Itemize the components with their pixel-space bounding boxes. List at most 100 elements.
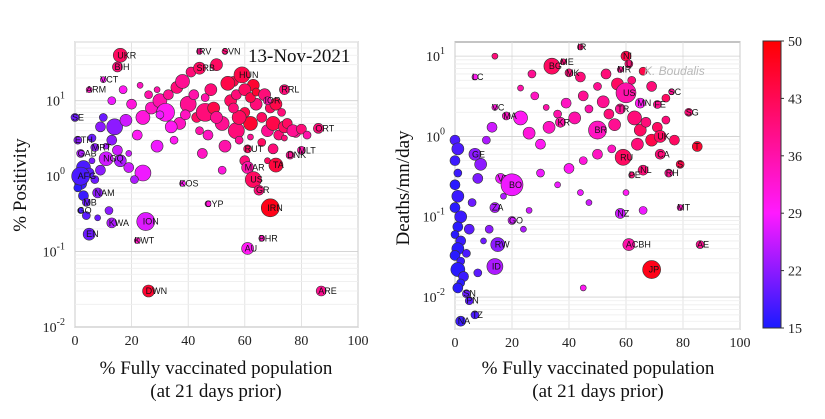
scatter-point bbox=[577, 90, 589, 102]
scatter-point bbox=[73, 135, 83, 145]
point-label: RW bbox=[495, 240, 510, 250]
scatter-point bbox=[112, 47, 128, 63]
x-axis-label-line1: % Fully vaccinated population bbox=[482, 358, 715, 379]
point-label: TR bbox=[617, 104, 629, 114]
scatter-point bbox=[133, 237, 141, 244]
point-label: S bbox=[677, 159, 683, 169]
scatter-point bbox=[95, 121, 106, 133]
scatter-point bbox=[188, 89, 200, 101]
scatter-point bbox=[180, 109, 191, 121]
scatter-point bbox=[221, 48, 229, 55]
x-tick-label: 20 bbox=[125, 334, 139, 349]
scatter-point bbox=[112, 145, 123, 156]
scatter-point bbox=[691, 141, 703, 152]
scatter-point bbox=[234, 135, 244, 145]
point-label: US bbox=[250, 175, 263, 185]
point-label: UK bbox=[657, 131, 670, 141]
scatter-point bbox=[76, 149, 85, 158]
scatter-point bbox=[134, 164, 152, 182]
scatter-point bbox=[92, 187, 103, 199]
scatter-point bbox=[596, 95, 610, 109]
colorbar-tick-label: 36 bbox=[788, 150, 802, 165]
scatter-point bbox=[449, 179, 461, 191]
scatter-point bbox=[555, 117, 566, 128]
scatter-point bbox=[637, 164, 649, 176]
point-label: SE bbox=[72, 112, 84, 122]
colorbar-tick-label: 29 bbox=[788, 207, 802, 222]
point-label: BR bbox=[595, 125, 608, 135]
scatter-point bbox=[634, 97, 646, 109]
scatter-point bbox=[90, 175, 100, 184]
scatter-point bbox=[135, 110, 151, 125]
scatter-point bbox=[484, 224, 494, 234]
point-label: SG bbox=[686, 107, 699, 117]
scatter-point bbox=[243, 144, 252, 154]
scatter-point bbox=[668, 88, 675, 96]
scatter-point bbox=[491, 52, 499, 60]
point-label: KOS bbox=[180, 178, 199, 188]
scatter-point bbox=[520, 225, 527, 233]
scatter-point bbox=[285, 150, 295, 160]
x-tick-label: 100 bbox=[730, 336, 751, 351]
point-label: BIH bbox=[114, 62, 129, 72]
point-label: KR bbox=[557, 117, 570, 127]
scatter-point bbox=[202, 129, 214, 141]
scatter-point bbox=[593, 82, 602, 91]
point-label: ME bbox=[560, 57, 574, 67]
scatter-point bbox=[631, 137, 644, 151]
x-tick-label: 80 bbox=[294, 334, 308, 349]
scatter-point bbox=[491, 104, 499, 111]
scatter-point bbox=[600, 68, 612, 80]
scatter-point bbox=[695, 240, 705, 249]
scatter-point bbox=[654, 148, 666, 160]
scatter-point bbox=[452, 221, 464, 233]
point-label: IRV bbox=[197, 46, 212, 56]
scatter-point bbox=[281, 134, 288, 142]
point-label: GO bbox=[509, 215, 523, 225]
scatter-point bbox=[100, 76, 107, 83]
scatter-point bbox=[136, 212, 156, 231]
point-label: DNK bbox=[287, 150, 306, 160]
x-tick-label: 100 bbox=[348, 334, 369, 349]
x-tick-label: 40 bbox=[181, 334, 195, 349]
y-axis-label: Deaths/mn/day bbox=[393, 130, 414, 246]
scatter-point bbox=[568, 111, 582, 125]
scatter-point bbox=[622, 238, 636, 251]
point-label: KWA bbox=[109, 218, 129, 228]
point-label: AE bbox=[697, 240, 709, 250]
scatter-point bbox=[638, 66, 648, 76]
point-label: ARM bbox=[86, 85, 106, 95]
scatter-point bbox=[244, 171, 262, 188]
scatter-point bbox=[210, 111, 223, 124]
point-label: ID bbox=[492, 262, 502, 272]
scatter-point bbox=[82, 211, 91, 220]
scatter-point bbox=[102, 142, 110, 150]
scatter-point bbox=[196, 48, 203, 55]
axis-ticks: 0 20 40 60 80 100 10-2 10-1 100 101 bbox=[423, 46, 751, 351]
y-tick-label: 10-1 bbox=[423, 207, 445, 226]
scatter-point bbox=[85, 86, 93, 93]
scatter-point bbox=[592, 148, 603, 160]
scatter-point bbox=[175, 74, 190, 89]
point-label: BO bbox=[509, 180, 522, 190]
scatter-point bbox=[131, 129, 143, 141]
scatter-point bbox=[669, 134, 680, 146]
scatter-point bbox=[228, 122, 245, 140]
scatter-point bbox=[94, 214, 101, 222]
point-label: FE bbox=[654, 99, 666, 109]
scatter-point bbox=[661, 115, 671, 125]
scatter-point bbox=[453, 168, 463, 178]
colorbar: 50 43 36 29 22 15 bbox=[762, 35, 802, 337]
scatter-point bbox=[77, 207, 84, 214]
scatter-point bbox=[88, 157, 96, 165]
point-label: TA bbox=[273, 160, 284, 170]
scatter-point bbox=[263, 96, 272, 105]
scatter-point bbox=[578, 156, 588, 165]
point-label: MN bbox=[637, 98, 651, 108]
scatter-point bbox=[136, 82, 144, 89]
point-label: NGQ bbox=[103, 154, 124, 164]
